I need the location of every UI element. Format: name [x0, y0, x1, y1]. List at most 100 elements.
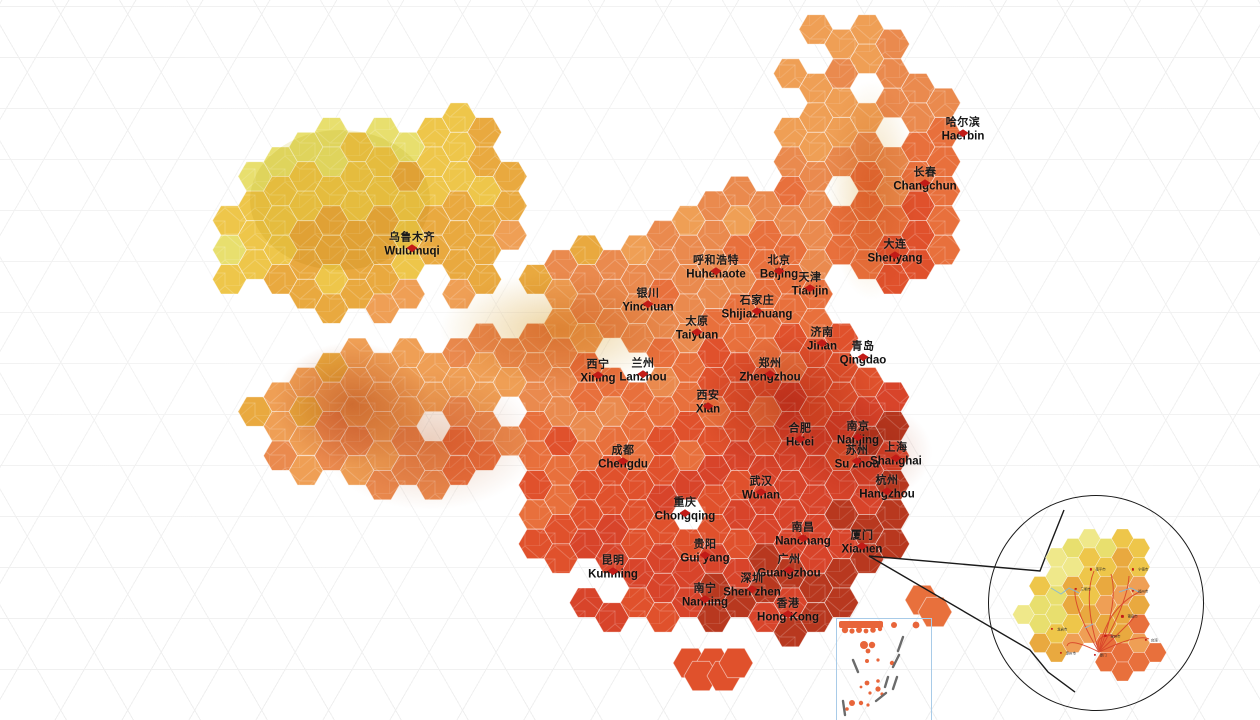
map-hex-texture	[773, 558, 808, 588]
city-label-huhehaote[interactable]: 呼和浩特Huhehaote	[686, 255, 745, 281]
city-label-nanchang[interactable]: 南昌Nanchang	[775, 522, 831, 548]
map-hex-texture	[544, 543, 578, 574]
city-marker-icon	[856, 542, 868, 551]
city-marker-icon	[852, 433, 864, 442]
map-hex-texture	[646, 602, 680, 633]
city-name-cn: 兰州	[631, 357, 655, 370]
map-hex-texture	[722, 588, 757, 618]
city-name-cn: 石家庄	[739, 294, 775, 307]
city-label-hefei[interactable]: 合肥Hefei	[786, 423, 814, 449]
map-hex-texture	[289, 455, 323, 486]
map-hex-texture	[569, 499, 604, 530]
city-name-cn: 杭州	[875, 474, 899, 487]
city-label-lanzhou[interactable]: 兰州Lanzhou	[619, 358, 666, 384]
city-name-cn: 太原	[685, 315, 709, 328]
city-label-xining[interactable]: 西宁Xining	[580, 359, 615, 385]
map-hex-texture	[748, 220, 782, 250]
city-label-shanghai[interactable]: 上海Shanghai	[870, 442, 922, 468]
city-name-cn: 北京	[767, 254, 791, 267]
map-hex-texture	[799, 14, 833, 45]
map-hex-texture	[748, 543, 782, 574]
city-label-wulumuqi[interactable]: 乌鲁木齐Wulumuqi	[384, 232, 439, 258]
map-hex-texture	[824, 58, 859, 89]
map-hex-texture	[263, 264, 298, 294]
city-label-gui-yang[interactable]: 贵阳 Gui yang	[680, 539, 729, 565]
map-hex-texture	[773, 176, 808, 206]
inset-city-dot	[1121, 615, 1124, 618]
south-china-sea-inset[interactable]	[836, 618, 932, 720]
city-label-chongqing[interactable]: 重庆Chongqing	[655, 497, 716, 523]
city-marker-icon	[773, 267, 785, 276]
map-hex-texture	[493, 220, 527, 250]
city-label-guangzhou[interactable]: 广州Guangzhou	[757, 554, 820, 580]
map-hex-texture	[212, 264, 247, 294]
map-hex-texture	[773, 294, 808, 324]
city-label-nanjing[interactable]: 南京Nanjing	[837, 421, 879, 447]
inset-flow-arc	[1074, 587, 1100, 653]
inset-city-label: 宁德市	[1138, 567, 1149, 572]
map-hex-texture	[646, 573, 680, 603]
city-marker-icon	[804, 284, 816, 293]
map-hex-texture	[824, 588, 859, 618]
city-name-cn: 重庆	[673, 496, 697, 509]
map-hex-texture	[671, 441, 706, 471]
city-label-yinchuan[interactable]: 银川Yinchuan	[622, 288, 673, 314]
city-label-shenyang[interactable]: 大连Shenyang	[868, 239, 923, 265]
city-label-tianjin[interactable]: 天津Tianjin	[792, 272, 829, 298]
map-hex-texture	[697, 249, 731, 280]
city-name-cn: 深圳	[740, 572, 764, 585]
magnifier-inset-fujian[interactable]: 南平市 宁德市 三明市 福州市 莆田市 龙岩市 泉州市 台湾 漳州市 厦门	[988, 495, 1204, 711]
city-marker-icon	[857, 353, 869, 362]
map-hex-texture	[824, 29, 859, 59]
map-hex-texture	[875, 499, 910, 530]
map-hex-texture	[799, 602, 833, 633]
city-label-haerbin[interactable]: 哈尔滨Haerbin	[942, 117, 985, 143]
map-hex-texture	[646, 543, 680, 574]
map-hex-texture	[544, 426, 578, 456]
city-marker-icon	[755, 488, 767, 497]
map-hex-texture	[773, 529, 808, 559]
city-label-shen-zhen[interactable]: 深圳 Shen zhen	[723, 573, 781, 599]
city-name-cn: 银川	[636, 287, 660, 300]
city-label-xiamen[interactable]: 厦门Xiamen	[842, 530, 883, 556]
map-hex-texture	[518, 529, 553, 559]
map-hex-texture	[722, 264, 757, 294]
city-label-taiyuan[interactable]: 太原Taiyuan	[676, 316, 719, 342]
inset-city-label: 莆田市	[1127, 614, 1138, 619]
map-hex-texture	[697, 191, 731, 221]
map-hex-texture	[697, 602, 731, 633]
map-hex-texture	[799, 249, 833, 280]
city-label-nanning[interactable]: 南宁Nanning	[682, 583, 728, 609]
city-label-xian[interactable]: 西安Xian	[696, 390, 720, 416]
city-marker-icon	[592, 371, 604, 380]
map-hex-texture	[773, 147, 808, 177]
city-label-jinan[interactable]: 济南Jinan	[807, 327, 837, 353]
city-label-changchun[interactable]: 长春Changchun	[893, 167, 956, 193]
inset-city-dot	[1093, 653, 1096, 656]
map-hex-tile-island	[718, 647, 754, 679]
city-label-shijiazhuang[interactable]: 石家庄Shijiazhuang	[722, 295, 793, 321]
map-hex-texture	[773, 470, 808, 500]
city-label-wuhan[interactable]: 武汉Wuhan	[742, 476, 780, 502]
city-label-chengdu[interactable]: 成都Chengdu	[598, 445, 648, 471]
city-marker-icon	[851, 457, 863, 466]
map-hex-texture	[646, 220, 680, 250]
city-label-hong-kong[interactable]: 香港 Hong Kong	[757, 598, 819, 624]
city-label-zhengzhou[interactable]: 郑州Zhengzhou	[739, 358, 800, 384]
map-hex-texture	[569, 588, 604, 618]
map-hex-texture	[901, 102, 935, 133]
inset-flow-arc	[1098, 615, 1136, 653]
city-name-cn: 昆明	[601, 554, 625, 567]
inset-city-label: 三明市	[1080, 587, 1091, 592]
city-label-beijing[interactable]: 北京Beijing	[760, 255, 798, 281]
map-hex-texture	[314, 264, 349, 294]
city-label-qingdao[interactable]: 青岛Qingdao	[840, 341, 887, 367]
city-label-hangzhou[interactable]: 杭州Hangzhou	[859, 475, 915, 501]
map-hex-texture	[544, 514, 578, 544]
city-marker-icon	[710, 267, 722, 276]
city-name-cn: 成都	[611, 444, 635, 457]
city-label-su-zhou[interactable]: 苏州 Su zhou	[835, 445, 880, 471]
city-label-kunming[interactable]: 昆明Kunming	[588, 555, 638, 581]
inset-flow-arc	[1066, 642, 1100, 653]
